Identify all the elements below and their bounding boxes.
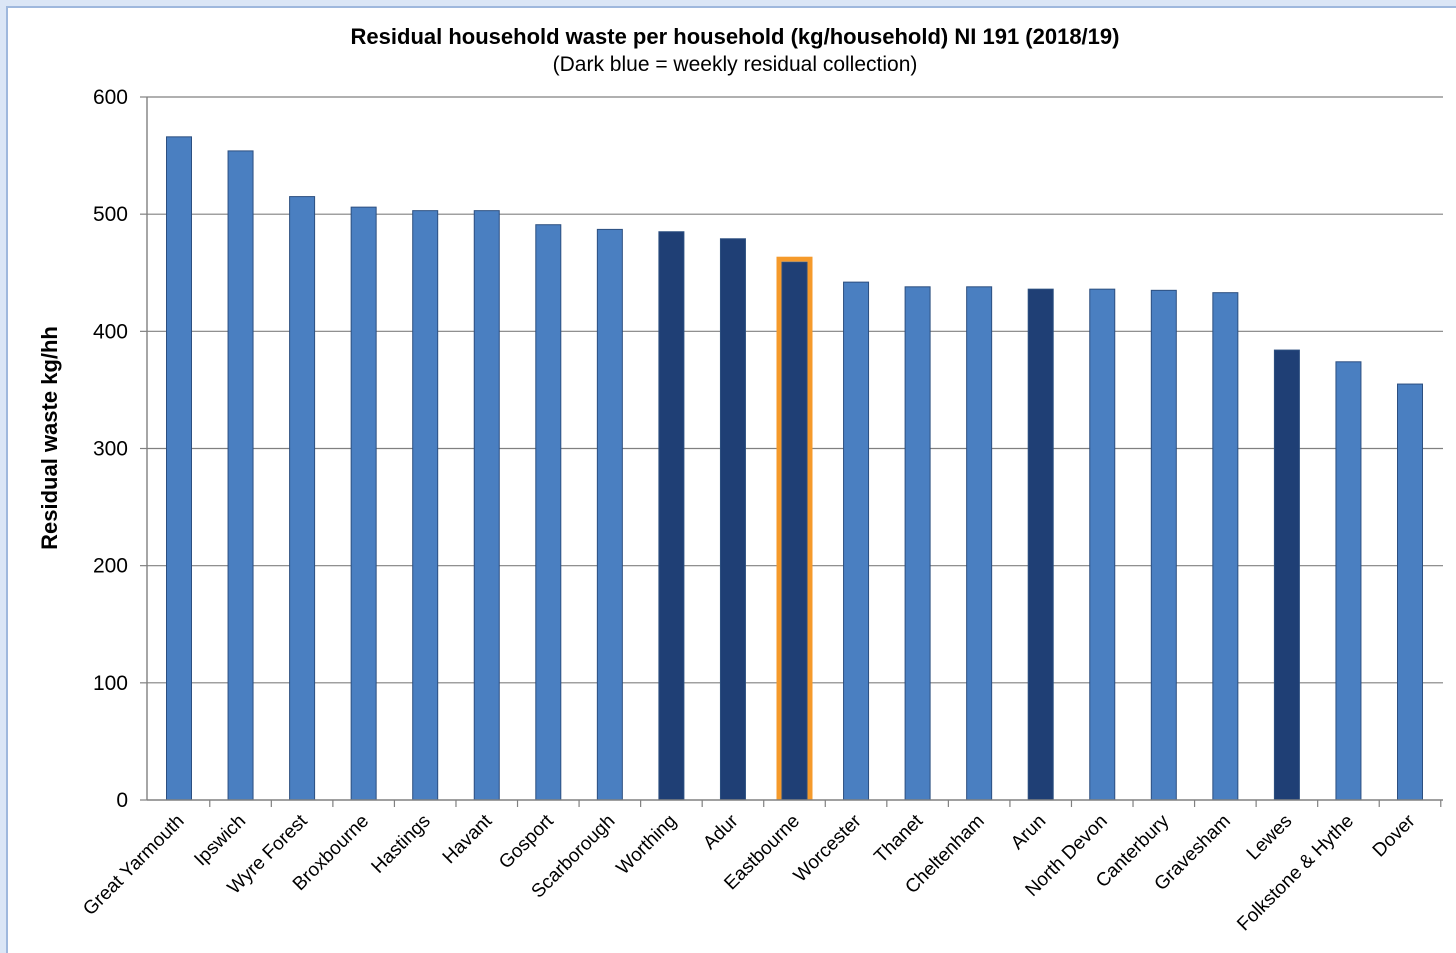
x-tick-label: Worthing [613, 811, 681, 879]
y-axis-label: Residual waste kg/hh [37, 326, 62, 550]
x-tick-label: Havant [439, 810, 497, 868]
x-tick-label: Lewes [1243, 811, 1297, 865]
axes [140, 96, 1443, 807]
bar-canterbury [1150, 289, 1177, 801]
x-tick-label: Folkstone & Hythe [1233, 811, 1358, 936]
bar-havant [473, 210, 500, 801]
bar-worcester [843, 281, 870, 801]
bar-gosport [535, 224, 562, 801]
x-tick-label: Arun [1007, 811, 1050, 854]
y-tick-label: 200 [93, 555, 128, 578]
bar-wyre-forest [289, 196, 316, 801]
bar-adur [719, 238, 746, 801]
bar-ipswich [227, 150, 254, 801]
bar-thanet [904, 286, 931, 801]
bar-great-yarmouth [166, 136, 192, 801]
x-tick-label: Ipswich [190, 811, 250, 871]
x-tick-label: Dover [1369, 810, 1420, 861]
bar-dover [1397, 383, 1423, 801]
bar-arun [1027, 288, 1054, 801]
chart-title: Residual household waste per household (… [351, 24, 1120, 49]
bar-broxbourne [350, 206, 377, 801]
x-tick-label: Adur [699, 810, 743, 854]
y-tick-label: 400 [93, 320, 128, 343]
y-tick-label: 0 [116, 789, 128, 812]
bar-folkstone-hythe [1335, 361, 1362, 801]
x-tick-label: Great Yarmouth [79, 811, 188, 920]
y-tick-label: 100 [93, 672, 128, 695]
bars [166, 136, 1423, 801]
y-tick-label: 600 [93, 86, 128, 109]
bar-eastbourne [781, 261, 808, 801]
y-tick-labels: 0 100 200 300 400 500 600 [93, 86, 128, 812]
y-tick-label: 300 [93, 438, 128, 461]
chart-subtitle: (Dark blue = weekly residual collection) [553, 53, 918, 76]
y-tick-label: 500 [93, 203, 128, 226]
bar-scarborough [596, 228, 623, 801]
x-tick-label: Thanet [870, 810, 927, 867]
bar-worthing [658, 231, 685, 801]
x-tick-label: Gosport [495, 810, 558, 873]
bar-north-devon [1089, 288, 1116, 801]
bar-cheltenham [966, 286, 993, 801]
x-tick-label: Hastings [368, 811, 435, 878]
x-tick-label: Worcester [790, 810, 866, 886]
bar-gravesham [1212, 292, 1239, 801]
bar-hastings [412, 210, 439, 801]
bar-lewes [1273, 349, 1300, 801]
